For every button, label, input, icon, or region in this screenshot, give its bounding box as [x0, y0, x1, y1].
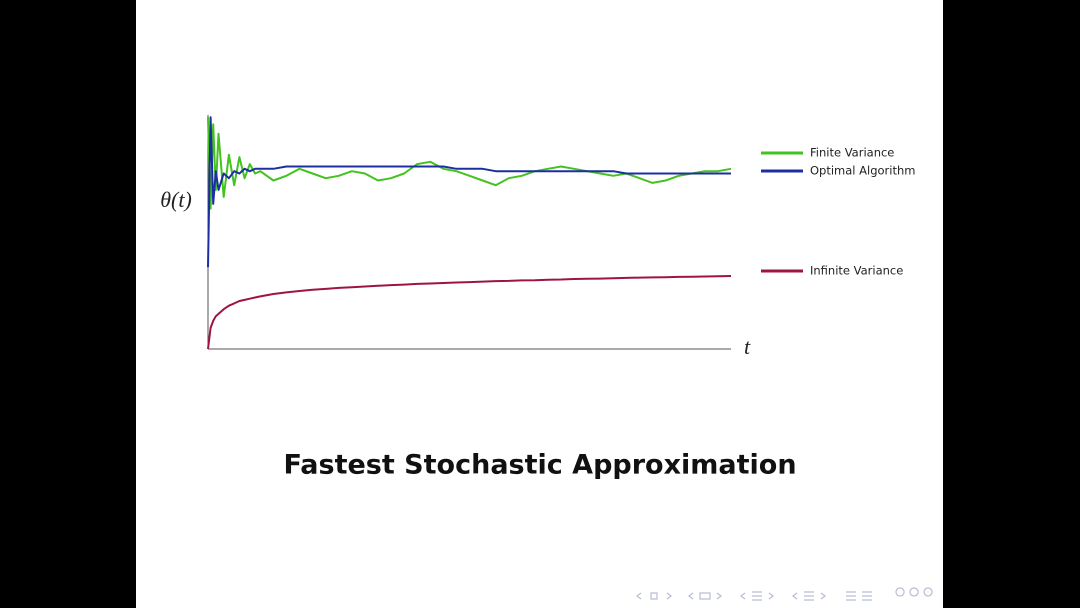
navigation-icons[interactable] [636, 587, 933, 601]
legend-label: Infinite Variance [810, 264, 903, 278]
x-axis-label: t [744, 334, 751, 359]
slide [136, 0, 943, 608]
nav-subsection[interactable] [688, 592, 722, 600]
y-axis-label: θ(t) [160, 187, 192, 212]
nav-frame[interactable] [636, 592, 672, 600]
data-line [207, 116, 731, 268]
slide-title: Fastest Stochastic Approximation [283, 450, 796, 481]
nav-search[interactable] [895, 587, 933, 597]
nav-slide[interactable] [792, 591, 826, 601]
legend-label: Finite Variance [810, 146, 894, 160]
data-line [207, 117, 732, 210]
legend-label: Optimal Algorithm [810, 164, 915, 178]
data-line [207, 275, 732, 350]
nav-section[interactable] [740, 591, 774, 601]
nav-outline[interactable] [846, 591, 872, 601]
